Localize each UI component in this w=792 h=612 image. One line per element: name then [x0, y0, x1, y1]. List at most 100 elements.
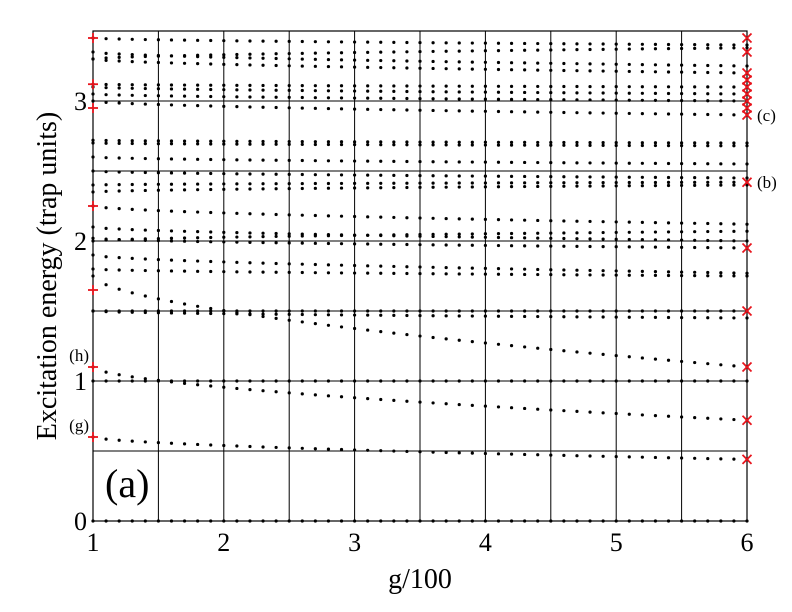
energy-level-point — [693, 360, 697, 365]
energy-level-point — [379, 449, 383, 453]
energy-level-point — [653, 357, 658, 361]
energy-level-point — [222, 230, 226, 234]
energy-level-point — [235, 260, 239, 264]
energy-level-point — [693, 162, 697, 166]
energy-level-point — [287, 51, 291, 56]
energy-level-point — [483, 519, 487, 523]
energy-level-point — [104, 226, 108, 230]
energy-level-point — [339, 181, 344, 186]
energy-level-point — [130, 101, 134, 106]
energy-level-point — [536, 61, 540, 65]
energy-level-point — [366, 65, 370, 69]
annotations: (c) (b) (h) (g) — [69, 106, 777, 435]
energy-level-point — [326, 142, 331, 147]
energy-level-point — [117, 37, 121, 41]
energy-level-point — [379, 215, 383, 219]
energy-level-point — [470, 160, 474, 164]
energy-level-point — [143, 237, 147, 241]
energy-level-point — [313, 106, 317, 110]
energy-level-point — [483, 97, 487, 101]
energy-level-point — [614, 98, 618, 102]
energy-level-point — [300, 312, 304, 317]
energy-level-point — [523, 519, 527, 523]
energy-level-point — [666, 414, 671, 418]
energy-level-point — [588, 519, 592, 523]
energy-level-point — [588, 143, 592, 147]
energy-level-point — [562, 349, 566, 353]
energy-level-point — [287, 139, 291, 144]
energy-level-point — [300, 51, 304, 55]
energy-level-point — [366, 264, 370, 268]
energy-level-point — [274, 309, 278, 313]
energy-level-point — [693, 85, 697, 89]
energy-level-point — [666, 91, 671, 96]
energy-level-point — [470, 340, 474, 344]
energy-level-point — [680, 70, 684, 74]
energy-level-point — [523, 68, 527, 72]
energy-level-point — [496, 174, 501, 178]
energy-level-point — [379, 271, 383, 275]
energy-level-point — [300, 320, 304, 324]
energy-level-point — [693, 112, 697, 116]
energy-level-point — [182, 139, 187, 143]
energy-level-point — [732, 113, 736, 117]
energy-level-point — [379, 50, 383, 54]
energy-level-point — [732, 99, 736, 103]
energy-level-point — [601, 143, 605, 148]
energy-level-point — [509, 519, 514, 523]
energy-level-point — [640, 519, 644, 523]
energy-level-point — [496, 272, 501, 276]
energy-level-point — [444, 235, 448, 239]
energy-level-point — [693, 92, 697, 96]
energy-level-point — [719, 316, 723, 320]
energy-level-point — [562, 84, 566, 89]
energy-level-point — [339, 233, 344, 238]
energy-level-point — [248, 231, 252, 235]
energy-level-point — [169, 103, 174, 107]
energy-level-point — [182, 142, 187, 146]
energy-level-point — [209, 379, 213, 383]
energy-level-point — [117, 268, 121, 272]
energy-level-point — [457, 314, 461, 318]
energy-level-point — [326, 186, 331, 190]
energy-level-point — [470, 174, 474, 178]
energy-level-point — [339, 107, 344, 111]
energy-level-point — [117, 310, 121, 314]
energy-level-point — [549, 184, 553, 188]
energy-level-point — [680, 141, 684, 145]
energy-level-point — [653, 519, 658, 523]
energy-level-point — [614, 69, 618, 73]
energy-level-point — [509, 174, 514, 178]
energy-level-point — [143, 54, 147, 59]
energy-level-point — [470, 403, 474, 407]
energy-level-point — [169, 139, 174, 143]
energy-level-point — [536, 346, 540, 350]
energy-level-point — [719, 363, 723, 367]
energy-level-point — [562, 61, 566, 66]
energy-level-point — [719, 417, 723, 421]
energy-level-point — [248, 56, 252, 60]
energy-level-point — [693, 183, 697, 187]
energy-level-point — [209, 235, 213, 240]
energy-level-point — [470, 41, 474, 45]
energy-level-point — [392, 215, 396, 220]
energy-level-point — [588, 309, 592, 313]
energy-level-point — [562, 161, 566, 165]
energy-level-point — [680, 42, 684, 47]
energy-level-point — [614, 91, 618, 95]
energy-level-point — [523, 218, 527, 222]
energy-level-point — [457, 160, 461, 164]
energy-level-point — [235, 105, 239, 109]
energy-level-point — [117, 101, 121, 105]
energy-level-point — [509, 314, 514, 318]
energy-level-point — [431, 160, 435, 164]
energy-level-point — [575, 184, 579, 188]
energy-level-point — [261, 235, 265, 239]
energy-level-point — [483, 67, 487, 71]
energy-level-point — [274, 316, 278, 320]
energy-level-point — [470, 181, 474, 185]
energy-level-point — [209, 87, 213, 92]
energy-level-point — [627, 161, 631, 165]
energy-level-point — [575, 231, 579, 235]
energy-level-point — [653, 221, 658, 225]
